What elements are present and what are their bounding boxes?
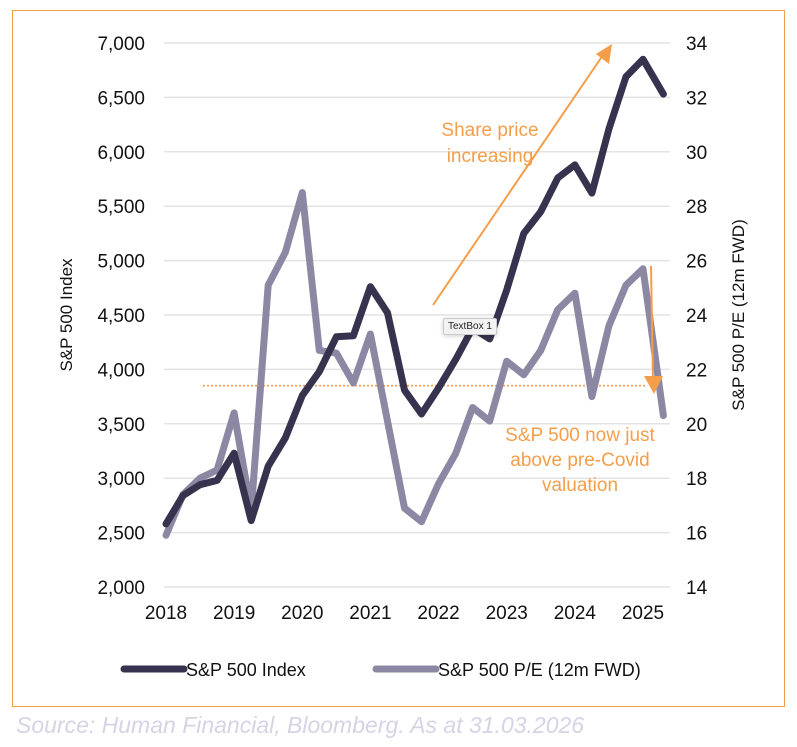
y-tick-label: 2,000	[97, 578, 145, 599]
left-axis-ticks: 2,000 2,500 3,000 3,500 4,000 4,500 5,000 5,500…	[97, 34, 145, 599]
right-axis-title: S&P 500 P/E (12m FWD)	[729, 219, 748, 410]
x-axis-ticks: 2018 2019 2020 2021 2022 2023 2024 2025	[145, 603, 664, 624]
legend-label: S&P 500 P/E (12m FWD)	[438, 660, 641, 680]
y2-tick-label: 26	[686, 252, 707, 273]
y2-tick-label: 24	[686, 306, 708, 327]
y2-tick-label: 22	[686, 360, 707, 381]
x-tick-label: 2020	[281, 603, 323, 624]
x-tick-label: 2022	[417, 603, 459, 624]
y2-tick-label: 20	[686, 415, 707, 436]
valuation-annotation: S&P 500 now just	[505, 425, 655, 446]
y-tick-label: 6,500	[97, 88, 145, 109]
right-axis-ticks: 14 16 18 20 22 24 26 28 30 32 34	[686, 34, 708, 599]
arrow-head-icon	[596, 44, 612, 64]
y-tick-label: 3,000	[97, 469, 145, 490]
y-tick-label: 5,500	[97, 197, 145, 218]
valuation-annotation: valuation	[542, 475, 618, 496]
textbox-tooltip[interactable]: TextBox 1	[443, 318, 497, 335]
share-price-annotation: Share price	[441, 120, 538, 141]
sp500-index-line	[162, 55, 667, 528]
share-price-annotation: increasing	[447, 146, 534, 167]
y-tick-label: 6,000	[97, 143, 145, 164]
legend-item-sp500-pe[interactable]: S&P 500 P/E (12m FWD)	[372, 660, 641, 680]
y-tick-label: 3,500	[97, 415, 145, 436]
y2-tick-label: 34	[686, 34, 708, 55]
share-price-arrow	[432, 54, 604, 306]
legend-label: S&P 500 Index	[186, 660, 306, 680]
y-tick-label: 4,000	[97, 360, 145, 381]
y2-tick-label: 14	[686, 578, 708, 599]
y-tick-label: 7,000	[97, 34, 145, 55]
y-tick-label: 4,500	[97, 306, 145, 327]
y2-tick-label: 30	[686, 143, 707, 164]
y2-tick-label: 16	[686, 524, 707, 545]
valuation-annotation: above pre-Covid	[510, 450, 649, 471]
valuation-arrow	[650, 265, 654, 383]
series-lines	[162, 55, 667, 539]
gridlines	[164, 42, 670, 588]
y2-tick-label: 28	[686, 197, 707, 218]
x-tick-label: 2023	[486, 603, 528, 624]
x-tick-label: 2021	[349, 603, 391, 624]
x-tick-label: 2024	[554, 603, 597, 624]
x-tick-label: 2018	[145, 603, 187, 624]
y2-tick-label: 32	[686, 88, 707, 109]
arrow-head-icon	[644, 376, 663, 394]
source-note: Source: Human Financial, Bloomberg. As a…	[16, 712, 585, 738]
sp500-pe-line	[162, 189, 667, 539]
annotations: Share price increasing S&P 500 now just abo…	[432, 44, 663, 496]
legend: S&P 500 Index S&P 500 P/E (12m FWD)	[120, 660, 641, 680]
x-tick-label: 2025	[622, 603, 664, 624]
series-sp500-pe	[162, 189, 667, 539]
left-axis-title: S&P 500 Index	[57, 258, 76, 372]
x-tick-label: 2019	[213, 603, 255, 624]
legend-item-sp500-index[interactable]: S&P 500 Index	[120, 660, 306, 680]
y-tick-label: 2,500	[97, 524, 145, 545]
series-sp500-index	[162, 55, 667, 528]
y-tick-label: 5,000	[97, 252, 145, 273]
y2-tick-label: 18	[686, 469, 707, 490]
